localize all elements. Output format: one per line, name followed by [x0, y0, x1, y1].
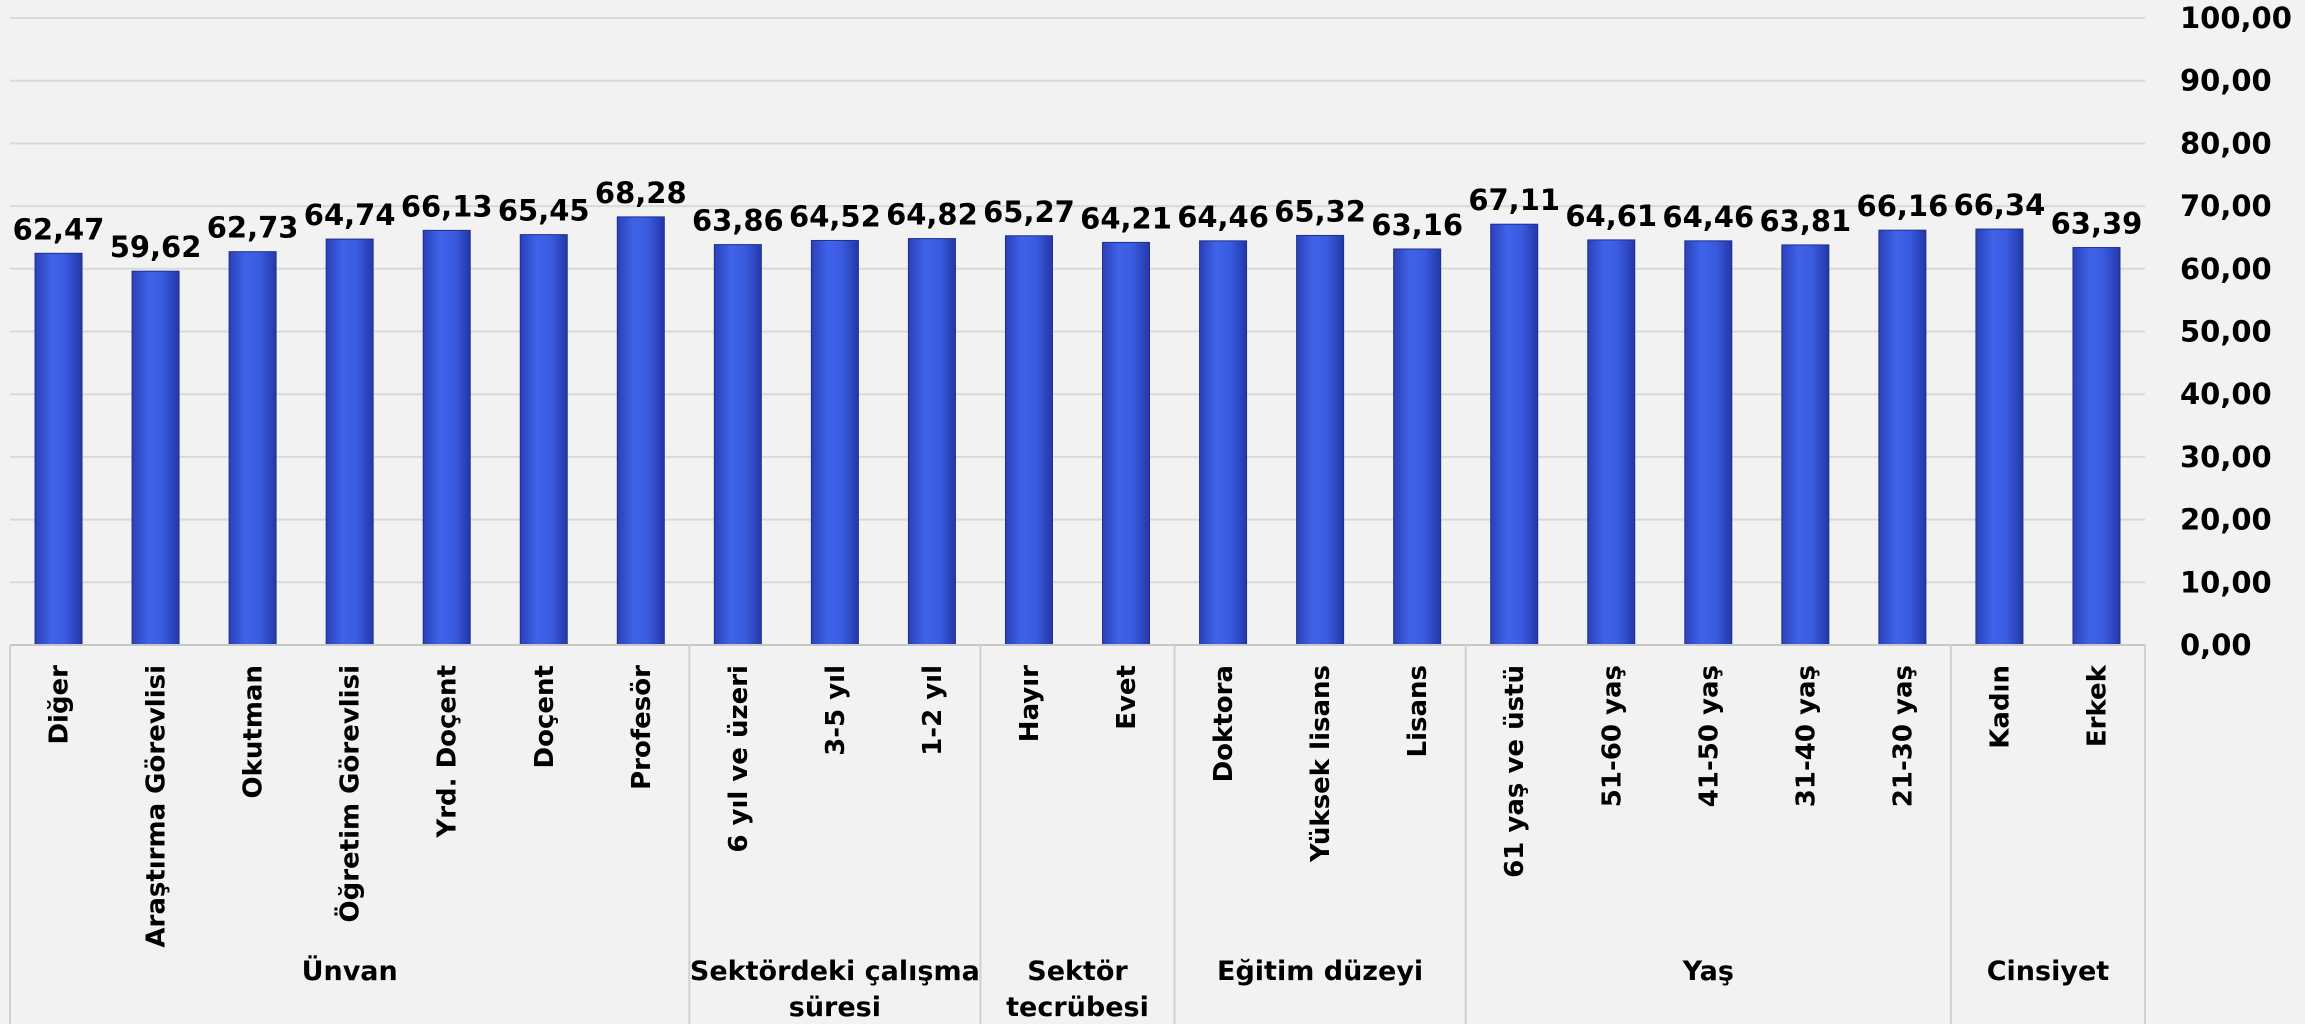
bar: [1296, 234, 1345, 646]
value-label: 62,73: [207, 211, 299, 245]
category-label: Diğer: [45, 665, 75, 745]
category-label: Doktora: [1209, 665, 1239, 782]
group-label: Sektördeki çalışma: [690, 956, 980, 987]
value-label: 64,46: [1662, 200, 1754, 234]
group-label: Eğitim düzeyi: [1217, 956, 1423, 987]
value-label: 63,81: [1759, 204, 1851, 238]
bar: [1975, 228, 2024, 646]
value-label: 59,62: [110, 230, 202, 264]
bar: [616, 216, 665, 646]
value-label: 65,45: [498, 194, 590, 228]
bar: [1004, 235, 1053, 646]
group-label: Sektör: [1027, 956, 1128, 987]
category-label: 51-60 yaş: [1597, 665, 1627, 807]
y-tick-label: 60,00: [2180, 252, 2272, 286]
category-label: Araştırma Görevlisi: [142, 665, 172, 948]
category-label: Yrd. Doçent: [433, 665, 463, 839]
category-axis: [9, 644, 2146, 1024]
y-tick-label: 70,00: [2180, 189, 2272, 223]
category-label: 6 yıl ve üzeri: [724, 665, 754, 853]
category-label: 61 yaş ve üstü: [1500, 665, 1530, 878]
bar: [131, 270, 180, 646]
y-tick-label: 0,00: [2180, 628, 2252, 662]
group-label: Cinsiyet: [1987, 956, 2110, 987]
category-label: Okutman: [239, 665, 269, 798]
bar: [907, 238, 956, 646]
value-label: 67,11: [1468, 183, 1560, 217]
value-label: 66,34: [1954, 188, 2046, 222]
bar: [1684, 240, 1733, 646]
bar: [713, 244, 762, 646]
bar: [1490, 223, 1539, 646]
category-label: Kadın: [1985, 665, 2015, 749]
value-label: 66,13: [401, 189, 493, 223]
bars: [34, 216, 2121, 646]
value-label: 65,32: [1274, 194, 1366, 228]
y-tick-label: 50,00: [2180, 315, 2272, 349]
value-label: 64,61: [1565, 199, 1657, 233]
value-label: 63,16: [1371, 208, 1463, 242]
category-label: 41-50 yaş: [1694, 665, 1724, 807]
value-label: 63,39: [2051, 207, 2143, 241]
group-label: Yaş: [1682, 956, 1734, 987]
value-label: 62,47: [13, 212, 105, 246]
value-label: 64,52: [789, 199, 881, 233]
category-label: Hayır: [1015, 665, 1045, 742]
bar: [325, 238, 374, 646]
bar: [519, 234, 568, 646]
bar: [1587, 239, 1636, 646]
y-tick-label: 10,00: [2180, 565, 2272, 599]
bar: [1781, 244, 1830, 646]
group-label: Ünvan: [302, 954, 398, 987]
group-label: tecrübesi: [1006, 992, 1149, 1023]
bar: [1878, 229, 1927, 646]
category-label: 21-30 yaş: [1888, 665, 1918, 807]
y-tick-label: 90,00: [2180, 64, 2272, 98]
y-axis-ticks: 0,00 10,00 20,00 30,00 40,00 50,00 60,00 70,00 8…: [2180, 1, 2292, 662]
y-tick-label: 30,00: [2180, 440, 2272, 474]
value-label: 63,86: [692, 204, 784, 238]
value-label: 64,21: [1080, 201, 1172, 235]
y-tick-label: 80,00: [2180, 126, 2272, 160]
bar: [34, 252, 83, 646]
category-label: Öğretim Görevlisi: [333, 665, 366, 922]
category-label: Evet: [1112, 665, 1142, 730]
y-tick-label: 20,00: [2180, 503, 2272, 537]
bar: [422, 229, 471, 646]
bar: [228, 251, 277, 646]
category-label: Erkek: [2082, 664, 2112, 747]
value-label: 64,46: [1177, 200, 1269, 234]
category-label: 3-5 yıl: [821, 665, 851, 756]
y-tick-label: 40,00: [2180, 377, 2272, 411]
value-label: 66,16: [1857, 189, 1949, 223]
bar: [2072, 247, 2121, 646]
category-label: Lisans: [1403, 665, 1433, 758]
value-label: 64,82: [886, 198, 978, 232]
bar: [1393, 248, 1442, 646]
category-labels: Diğer Araştırma Görevlisi Okutman Öğretim G…: [45, 664, 2113, 947]
category-label: 31-40 yaş: [1791, 665, 1821, 807]
category-label: Yüksek lisans: [1306, 665, 1336, 863]
bar: [1102, 241, 1151, 646]
group-label: süresi: [789, 992, 881, 1023]
bar: [1199, 240, 1248, 646]
category-label: Doçent: [530, 665, 560, 768]
value-label: 65,27: [983, 195, 1075, 229]
y-tick-label: 100,00: [2180, 1, 2292, 35]
bar: [810, 239, 859, 646]
value-label: 68,28: [595, 176, 687, 210]
value-label: 64,74: [304, 198, 396, 232]
category-label: 1-2 yıl: [918, 665, 948, 756]
category-label: Profesör: [627, 665, 657, 790]
group-labels: Ünvan Sektördeki çalışma süresi Sektör tecrü…: [302, 954, 2110, 1023]
